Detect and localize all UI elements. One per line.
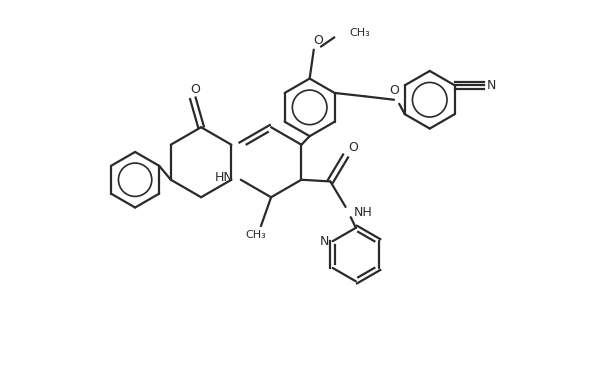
Text: CH₃: CH₃ — [246, 230, 266, 240]
Text: N: N — [487, 79, 497, 92]
Text: NH: NH — [354, 206, 373, 218]
Text: CH₃: CH₃ — [350, 28, 370, 38]
Text: O: O — [348, 141, 358, 154]
Text: N: N — [320, 235, 329, 248]
Text: O: O — [313, 34, 323, 47]
Text: HN: HN — [215, 171, 234, 184]
Text: O: O — [389, 84, 399, 97]
Text: O: O — [190, 82, 200, 96]
